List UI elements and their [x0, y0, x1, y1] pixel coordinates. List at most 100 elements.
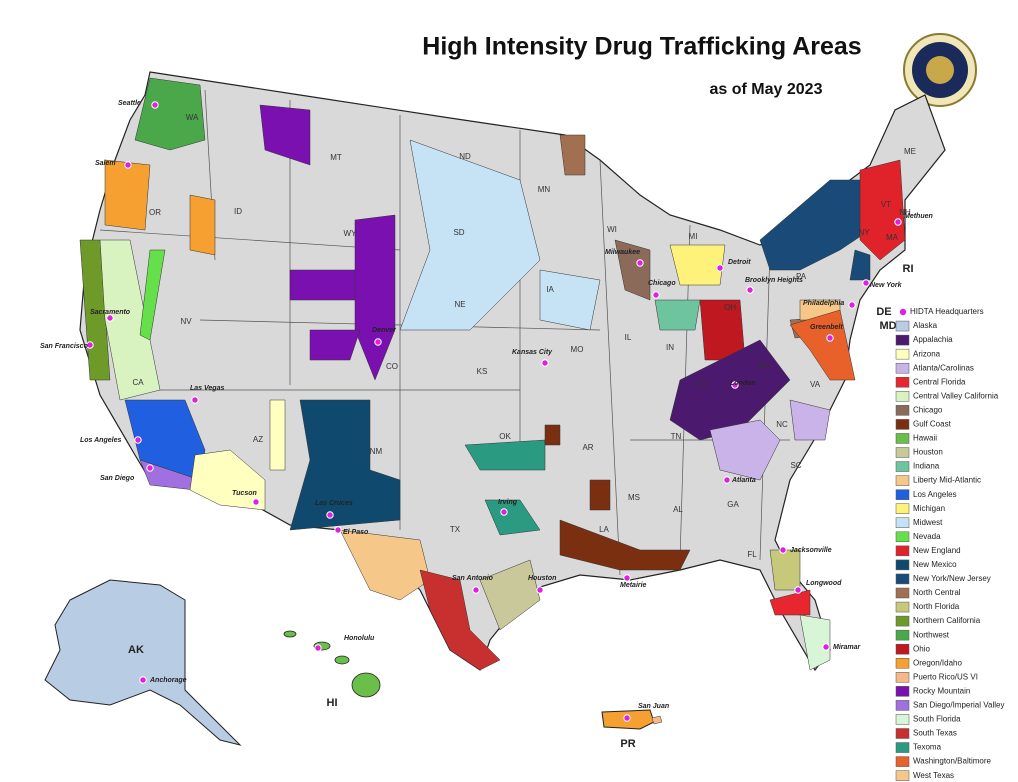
- hq-marker: [848, 301, 856, 309]
- state-label: CA: [132, 378, 144, 387]
- legend-swatch: [895, 461, 910, 472]
- city-label: Miramar: [833, 644, 862, 651]
- bold-label: MD: [879, 320, 896, 332]
- hidta-region: [309, 329, 361, 361]
- legend-swatch: [895, 658, 910, 669]
- legend-label: San Diego/Imperial Valley: [913, 701, 1004, 710]
- hq-marker: [723, 476, 731, 484]
- legend-swatch: [895, 489, 910, 500]
- legend-label: Appalachia: [913, 335, 953, 344]
- state-label: AR: [582, 443, 593, 452]
- hidta-region: [269, 399, 286, 471]
- hq-marker: [151, 101, 159, 109]
- legend-label: Central Florida: [913, 377, 966, 386]
- hidta-region: [589, 479, 611, 511]
- legend-swatch: [895, 348, 910, 360]
- state-label: ID: [234, 207, 242, 216]
- hidta-region: [799, 614, 831, 671]
- legend-label: Alaska: [913, 321, 938, 330]
- state-label: MN: [538, 185, 551, 194]
- state-label: LA: [599, 525, 609, 534]
- legend-swatch: [895, 700, 910, 711]
- hq-marker: [822, 643, 830, 651]
- state-label: NY: [858, 228, 870, 237]
- state-label: IL: [625, 333, 632, 342]
- state-label: AZ: [253, 435, 263, 444]
- city-label: Metairie: [620, 582, 647, 589]
- legend-swatch: [895, 447, 910, 458]
- legend-label: Washington/Baltimore: [913, 757, 992, 766]
- island: [351, 672, 381, 698]
- state-label: ND: [459, 152, 471, 161]
- legend-swatch: [895, 419, 910, 430]
- city-label: Las Cruces: [315, 500, 353, 507]
- legend-swatch: [895, 377, 910, 388]
- state-label: WA: [186, 113, 199, 122]
- hidta-region: [669, 244, 726, 286]
- hq-marker: [106, 314, 114, 322]
- hidta-region: [354, 214, 396, 381]
- legend: HIDTA Headquarters Alaska Appalachia Arizon…: [895, 307, 1004, 781]
- legend-swatch: [895, 405, 910, 416]
- regions: [79, 77, 906, 725]
- state-label: WY: [344, 229, 358, 238]
- legend-label: Atlanta/Carolinas: [913, 363, 974, 372]
- legend-label: Indiana: [913, 462, 940, 471]
- hawaii: [283, 630, 381, 698]
- hq-marker: [826, 334, 834, 342]
- city-label: Salem: [95, 160, 116, 167]
- legend-label: Midwest: [913, 518, 943, 527]
- state-label: NC: [776, 420, 788, 429]
- legend-label: Los Angeles: [913, 490, 957, 499]
- hidta-region: [654, 299, 701, 331]
- state-label: MA: [886, 233, 899, 242]
- city-label: San Francisco: [40, 343, 89, 350]
- legend-label: Arizona: [913, 349, 941, 358]
- legend-label: Michigan: [913, 504, 945, 513]
- hidta-region: [559, 134, 586, 176]
- state-label: ME: [904, 147, 916, 156]
- state-label: MS: [628, 493, 640, 502]
- state-label: VT: [881, 200, 891, 209]
- legend-swatch: [895, 559, 910, 571]
- hidta-region: [651, 715, 663, 725]
- city-label: Houston: [528, 575, 556, 582]
- hidta-region: [339, 529, 431, 601]
- title: High Intensity Drug Trafficking Areas: [422, 33, 861, 61]
- hidta-region: [759, 179, 871, 271]
- legend-label: Ohio: [913, 644, 930, 653]
- hidta-region: [419, 569, 501, 671]
- state-label: FL: [747, 550, 757, 559]
- legend-label: Northwest: [913, 630, 950, 639]
- state-label: SD: [453, 228, 464, 237]
- hq-marker: [374, 338, 382, 346]
- legend-swatch: [895, 601, 910, 613]
- hidta-region: [99, 239, 161, 401]
- hidta-region: [189, 449, 266, 511]
- state-label: KS: [477, 367, 488, 376]
- hidta-region: [709, 419, 781, 481]
- legend-label: Nevada: [913, 532, 941, 541]
- legend-label: South Florida: [913, 715, 961, 724]
- hq-marker: [779, 546, 787, 554]
- legend-swatch: [895, 672, 910, 683]
- state-label: AL: [673, 505, 683, 514]
- legend-swatch: [895, 615, 910, 627]
- state-label: PA: [796, 272, 807, 281]
- city-label: El Paso: [343, 529, 369, 536]
- hq-marker: [134, 436, 142, 444]
- hidta-region: [139, 249, 166, 341]
- hidta-region: [399, 139, 541, 331]
- legend-swatch: [895, 334, 910, 346]
- labels: Seattle Salem Sacramento San Francisco Los A…: [40, 100, 933, 750]
- hidta-region: [789, 399, 831, 441]
- legend-swatch: [895, 531, 910, 543]
- legend-swatch: [895, 686, 910, 697]
- state-label: GA: [727, 500, 739, 509]
- hq-marker: [314, 644, 322, 652]
- hidta-region: [134, 77, 206, 151]
- city-label: Kansas City: [512, 349, 553, 356]
- legend-label: Central Valley California: [913, 391, 999, 400]
- hq-marker: [472, 586, 480, 594]
- city-label: London: [730, 380, 756, 387]
